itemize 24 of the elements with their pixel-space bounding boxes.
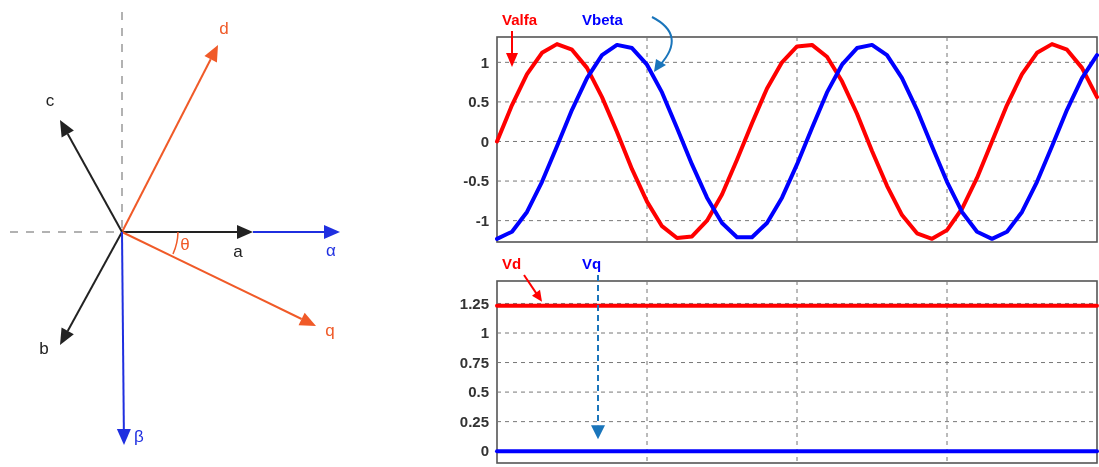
text: c (45, 91, 55, 110)
series-label: Vbeta (582, 11, 624, 28)
y-tick-label: 1 (480, 324, 489, 342)
text: d (219, 19, 229, 38)
y-tick-label: 0 (480, 132, 489, 150)
text: q (325, 321, 335, 340)
y-tick-label: -0.5 (463, 172, 489, 190)
text: Vd (502, 255, 522, 272)
y-tick-label: 0.75 (459, 353, 489, 371)
series-label: Valfa (502, 11, 538, 28)
y-tick-label: 0.25 (459, 412, 489, 430)
y-tick-label: -1 (475, 211, 489, 229)
y-tick-label: 1.25 (459, 294, 489, 312)
text: α (326, 241, 337, 260)
text: b (39, 339, 49, 358)
y-tick-label: 0.5 (468, 383, 489, 401)
text: β (134, 427, 145, 446)
y-tick-label: 1 (480, 53, 489, 71)
text: θ (180, 235, 190, 254)
line-series (495, 42, 1099, 241)
y-tick-label: 0.5 (468, 93, 489, 111)
text: a (233, 242, 244, 261)
text: Vq (582, 255, 602, 272)
y-tick-label: 0 (480, 442, 489, 460)
